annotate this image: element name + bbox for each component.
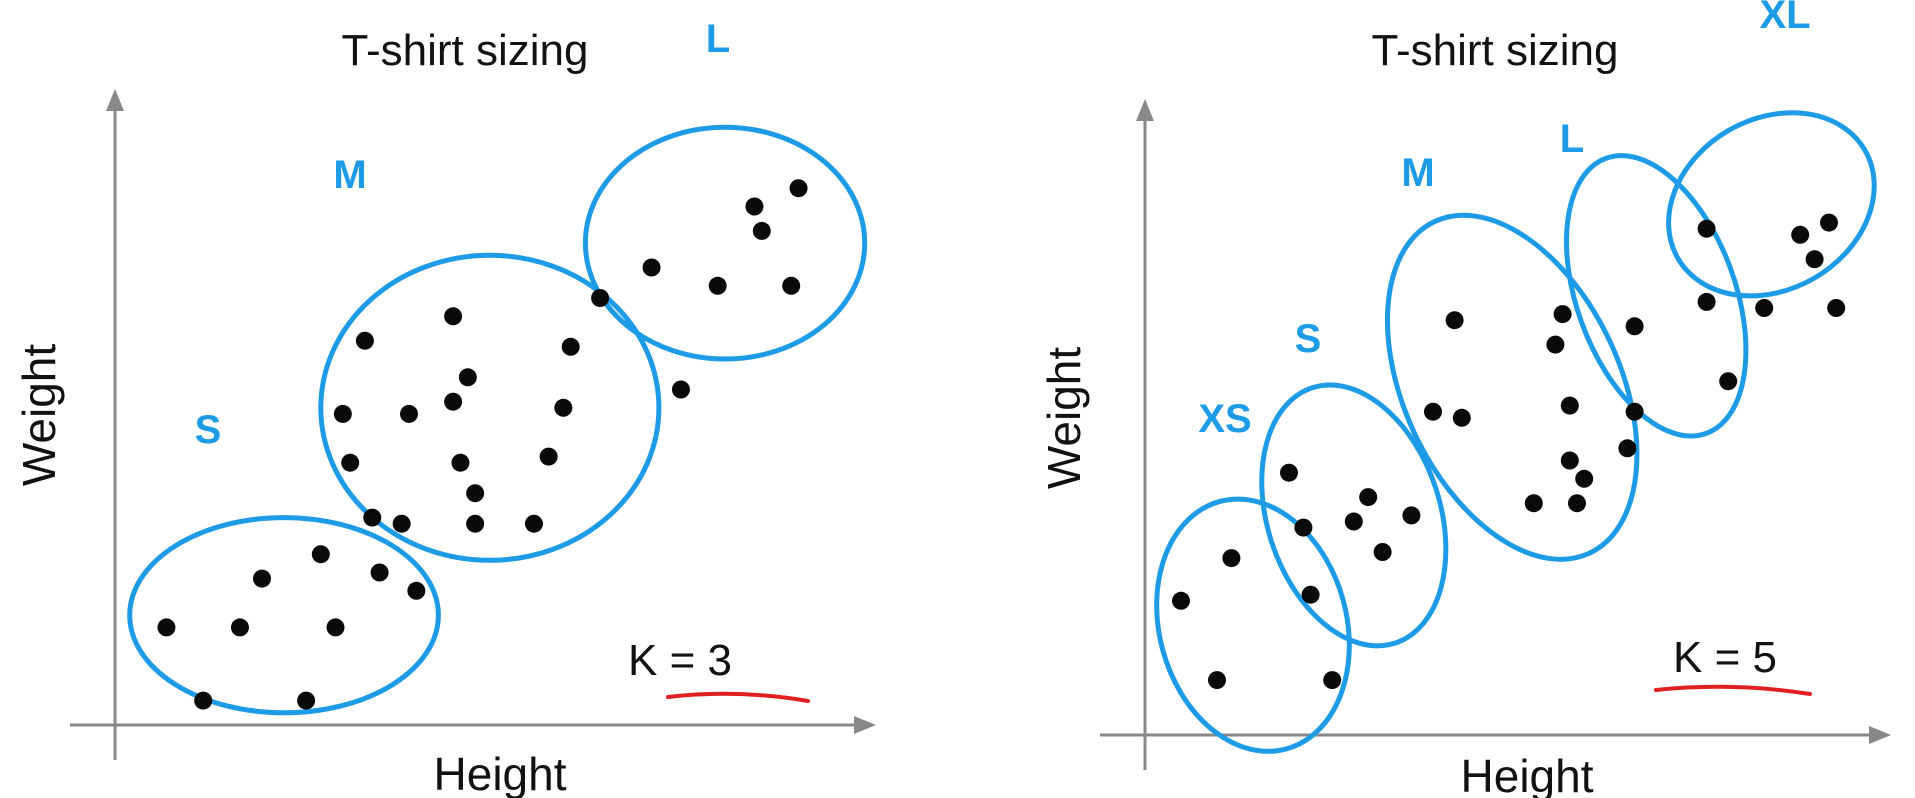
data-point (1323, 671, 1342, 690)
data-point (370, 563, 389, 582)
data-point (539, 447, 558, 466)
k-underline (666, 691, 810, 703)
k-underline (1654, 684, 1812, 696)
cluster-outline-m (1384, 212, 1640, 562)
cluster-label-xl: XL (1759, 0, 1810, 37)
data-point (782, 276, 801, 295)
data-point (444, 307, 463, 326)
data-point (554, 398, 573, 417)
data-point (1546, 335, 1565, 354)
cluster-label-s: S (195, 408, 222, 452)
data-point (1172, 591, 1190, 610)
data-point (561, 337, 580, 356)
cluster-outline-xs (1154, 496, 1352, 754)
data-point (1791, 225, 1810, 244)
data-point (1625, 402, 1644, 421)
data-point (1827, 299, 1846, 317)
x-axis-arrow (854, 716, 876, 734)
data-point (458, 368, 477, 387)
data-point (1560, 396, 1579, 415)
data-point (444, 392, 463, 411)
chart-panel-k3: T-shirt sizing Height Weight S M L K = 3 (13, 17, 876, 798)
data-point (194, 691, 213, 710)
data-point (451, 453, 470, 472)
data-point (326, 618, 345, 637)
cluster-label-xs: XS (1198, 397, 1251, 441)
data-point (591, 289, 610, 307)
data-point (1560, 451, 1579, 470)
data-point (355, 331, 374, 350)
cluster-label-m: M (1401, 151, 1434, 195)
data-point (1697, 219, 1716, 238)
data-point (1719, 372, 1738, 391)
chart-title: T-shirt sizing (1372, 26, 1619, 75)
data-point (253, 569, 271, 588)
y-axis-arrow (1136, 99, 1154, 121)
y-axis-label: Weight (13, 344, 65, 487)
data-point (1294, 518, 1313, 537)
data-point (1618, 439, 1637, 458)
data-point (157, 618, 176, 637)
y-axis-label: Weight (1038, 347, 1090, 490)
data-point (230, 618, 249, 637)
data-point (1359, 488, 1378, 507)
data-point (708, 276, 727, 295)
cluster-outline-s (1259, 382, 1449, 649)
k-value-label: K = 5 (1673, 633, 1777, 682)
y-axis-arrow (106, 89, 124, 111)
data-point (1373, 543, 1392, 561)
data-point (311, 545, 330, 564)
data-point (1208, 671, 1226, 690)
data-point (1820, 213, 1838, 232)
data-point (297, 691, 316, 710)
data-point (1805, 250, 1824, 269)
data-point (1568, 494, 1586, 513)
data-point (1697, 292, 1716, 311)
data-point (1402, 506, 1421, 525)
cluster-outline-s (127, 515, 441, 716)
data-point (524, 514, 543, 533)
cluster-label-l: L (706, 17, 730, 61)
data-point (1625, 317, 1644, 336)
data-point (1553, 305, 1572, 324)
data-point (1755, 299, 1774, 317)
x-axis-arrow (1869, 726, 1891, 744)
cluster-outline-xl (1666, 110, 1877, 299)
data-point (1222, 549, 1241, 568)
data-point (466, 514, 485, 533)
data-point (1344, 512, 1363, 531)
data-point (642, 258, 661, 277)
k-value-label: K = 3 (628, 636, 732, 685)
data-point (1280, 463, 1298, 482)
data-point (1424, 402, 1442, 421)
data-point (1524, 494, 1543, 513)
data-point (341, 453, 360, 472)
data-point (745, 197, 764, 216)
cluster-label-m: M (333, 153, 366, 197)
data-point (752, 221, 771, 240)
cluster-outline-l (582, 124, 868, 362)
cluster-outline-l (1564, 153, 1749, 439)
x-axis-label: Height (1461, 750, 1594, 798)
cluster-label-s: S (1295, 317, 1322, 361)
data-point (466, 484, 485, 503)
data-point (392, 514, 411, 533)
x-axis-label: Height (434, 748, 567, 798)
data-point (407, 581, 426, 600)
data-point (400, 404, 418, 423)
data-point (1301, 585, 1320, 604)
data-point (363, 508, 382, 527)
data-point (671, 380, 690, 399)
data-point (333, 404, 352, 423)
chart-title: T-shirt sizing (342, 26, 589, 75)
data-point (789, 179, 808, 198)
data-point (1452, 408, 1471, 427)
data-point (1445, 311, 1464, 330)
cluster-label-l: L (1560, 117, 1584, 161)
data-point (1575, 469, 1594, 488)
cluster-outline-m (318, 252, 662, 563)
chart-panel-k5: T-shirt sizing Height Weight XS S M L XL K = 5 (1038, 0, 1891, 798)
